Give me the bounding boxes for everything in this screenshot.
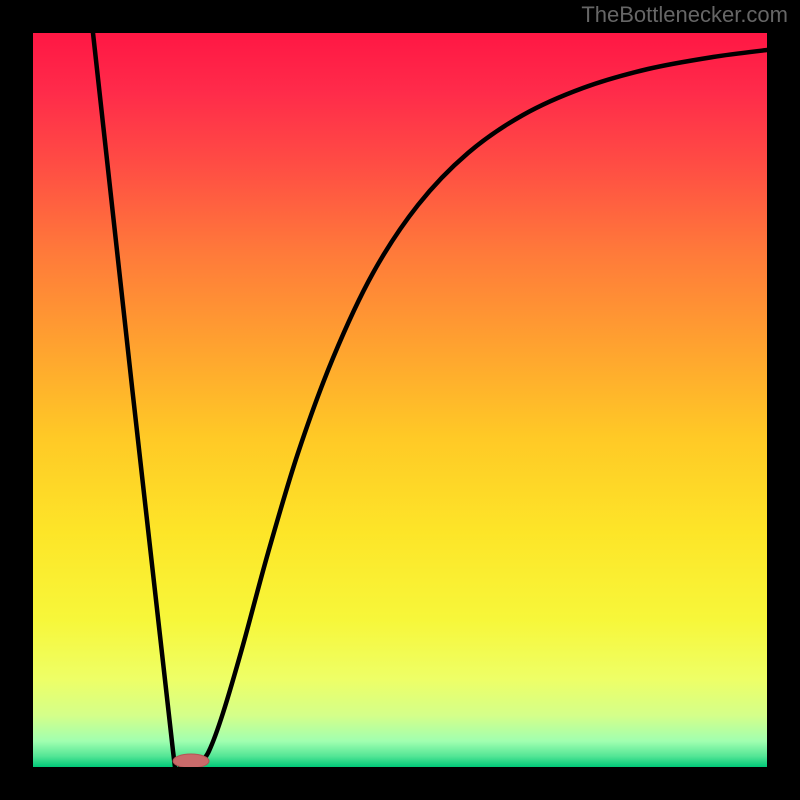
- plot-area: [33, 33, 767, 767]
- chart-container: { "chart": { "type": "line", "watermark_…: [0, 0, 800, 800]
- frame-bottom: [0, 767, 800, 800]
- gradient-background: [33, 33, 767, 767]
- frame-right: [767, 0, 800, 800]
- watermark-text: TheBottlenecker.com: [581, 2, 788, 28]
- chart-svg: [33, 33, 767, 767]
- frame-left: [0, 0, 33, 800]
- minimum-marker: [173, 754, 209, 767]
